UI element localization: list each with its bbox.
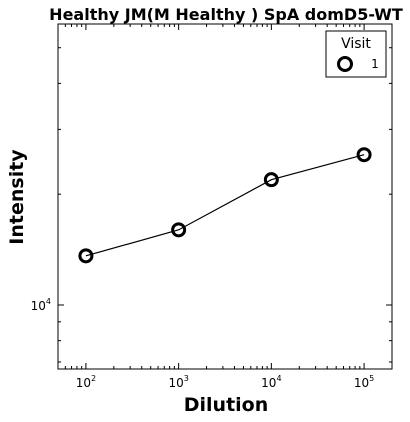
data-point — [356, 147, 372, 163]
x-tick-label: 104 — [261, 374, 281, 390]
x-tick-label: 103 — [168, 374, 188, 390]
legend: Visit 1 — [325, 30, 387, 78]
legend-marker-icon — [337, 56, 353, 72]
data-point — [78, 248, 94, 264]
plot-frame — [57, 23, 393, 370]
series-line — [85, 154, 365, 257]
x-tick-label: 105 — [354, 374, 374, 390]
x-axis-label: Dilution — [184, 394, 269, 416]
legend-box — [325, 30, 387, 78]
plot-area: 102 103 104 105 104 — [31, 23, 393, 390]
data-point — [171, 222, 187, 238]
legend-entry-label: 1 — [371, 57, 379, 71]
y-axis-label: Intensity — [6, 149, 28, 245]
legend-title: Visit — [341, 36, 371, 52]
data-point — [263, 172, 279, 188]
chart-title: Healthy JM(M Healthy ) SpA domD5-WT — [49, 5, 403, 24]
x-tick-label: 102 — [76, 374, 96, 390]
y-tick-label: 104 — [31, 297, 51, 313]
